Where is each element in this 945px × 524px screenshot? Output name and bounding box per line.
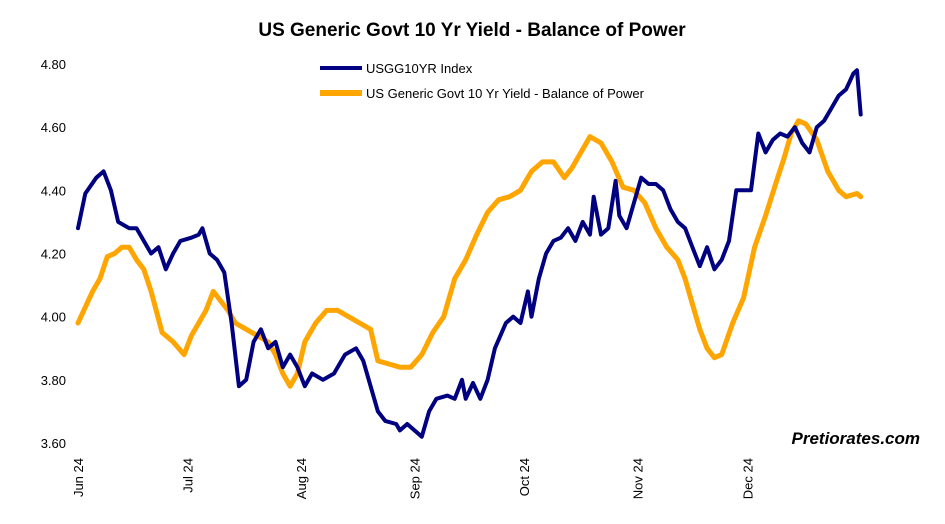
chart-title: US Generic Govt 10 Yr Yield - Balance of… <box>258 20 686 41</box>
legend-label-usgg10yr: USGG10YR Index <box>366 61 473 76</box>
x-axis: Jun 24 Jul 24 Aug 24 Sep 24 Oct 24 Nov 24 Dec … <box>71 458 755 499</box>
y-tick-label: 4.00 <box>41 310 66 325</box>
x-tick-label: Nov 24 <box>631 458 646 499</box>
x-tick-label: Aug 24 <box>294 458 309 499</box>
x-tick-label: Jul 24 <box>181 458 196 493</box>
y-axis: 3.60 3.80 4.00 4.20 4.40 4.60 4.80 <box>41 57 66 451</box>
legend: USGG10YR Index US Generic Govt 10 Yr Yie… <box>320 61 645 101</box>
x-tick-label: Jun 24 <box>71 458 86 497</box>
watermark: Pretiorates.com <box>792 429 921 448</box>
series-line-usgg10yr <box>76 68 863 439</box>
y-tick-label: 4.40 <box>41 183 66 198</box>
x-tick-label: Oct 24 <box>517 458 532 496</box>
x-tick-label: Sep 24 <box>407 458 422 499</box>
x-tick-label: Dec 24 <box>740 458 755 499</box>
plot-area <box>75 68 864 439</box>
series-line-balance-of-power <box>75 118 864 389</box>
legend-label-balance-of-power: US Generic Govt 10 Yr Yield - Balance of… <box>366 86 645 101</box>
y-tick-label: 3.60 <box>41 436 66 451</box>
y-tick-label: 4.80 <box>41 57 66 72</box>
y-tick-label: 3.80 <box>41 373 66 388</box>
y-tick-label: 4.20 <box>41 247 66 262</box>
y-tick-label: 4.60 <box>41 120 66 135</box>
